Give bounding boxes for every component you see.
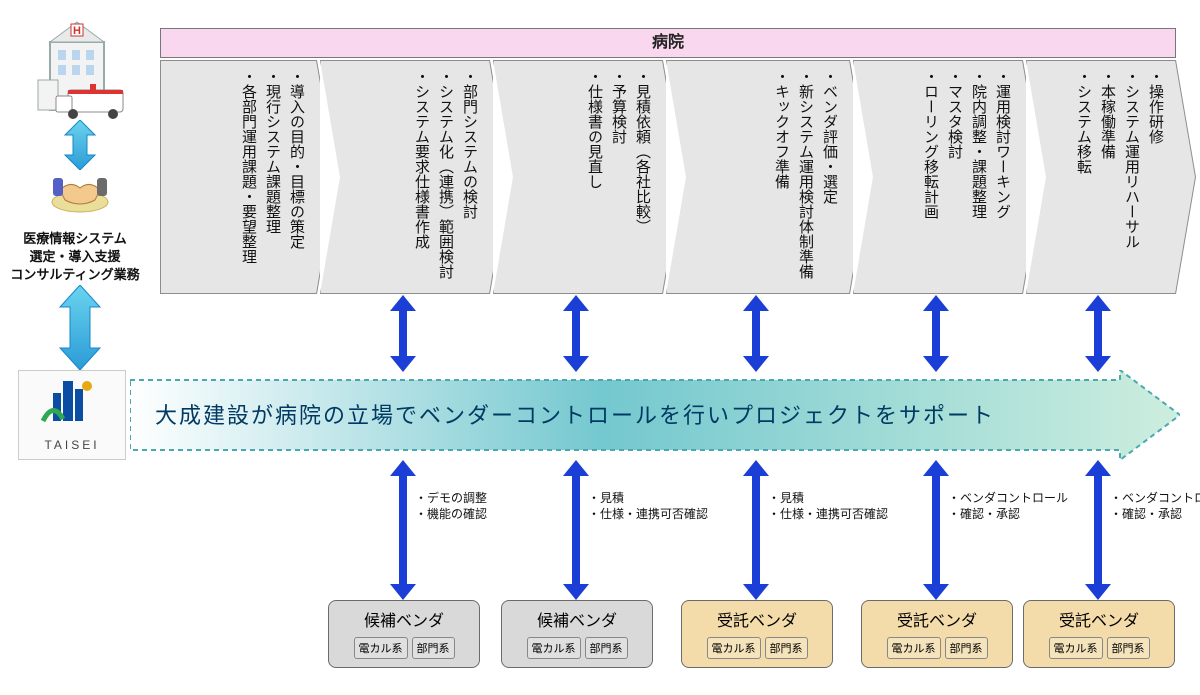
vendor-box-1: 候補ベンダ電カル系部門系 (328, 600, 480, 668)
step-6-item-4: システム移転 (1073, 69, 1093, 249)
vendor-box-5: 受託ベンダ電カル系部門系 (1023, 600, 1175, 668)
vendor-5-sub-1: 電カル系 (1049, 637, 1103, 659)
vendor-title-5: 受託ベンダ (1024, 601, 1174, 637)
arrow-step-to-support-5 (1094, 310, 1102, 357)
arrow-step-to-support-2 (572, 310, 580, 357)
vendor-1-sub-2: 部門系 (412, 637, 455, 659)
arrow-step-to-support-3 (752, 310, 760, 357)
vendor-annotation-2: ・見積・仕様・連携可否確認 (588, 490, 708, 522)
vendor-title-2: 候補ベンダ (502, 601, 652, 637)
link-arrow-bottom (48, 285, 112, 370)
step-6-item-3: 本稼働準備 (1097, 69, 1117, 249)
vendor-annotation-2-l2: ・仕様・連携可否確認 (588, 506, 708, 522)
vendor-box-2: 候補ベンダ電カル系部門系 (501, 600, 653, 668)
vendor-annotation-3-l1: ・見積 (768, 490, 888, 506)
arrow-support-to-vendor-2 (572, 475, 580, 585)
vendor-annotation-1: ・デモの調整・機能の確認 (415, 490, 487, 522)
vendor-title-1: 候補ベンダ (329, 601, 479, 637)
arrow-support-to-vendor-3 (752, 475, 760, 585)
vendor-annotation-4-l2: ・確認・承認 (948, 506, 1068, 522)
vendor-2-sub-2: 部門系 (585, 637, 628, 659)
arrow-step-to-support-1 (399, 310, 407, 357)
service-label-l2: 選定・導入支援 (0, 248, 150, 266)
vendor-box-4: 受託ベンダ電カル系部門系 (861, 600, 1013, 668)
arrow-support-to-vendor-5 (1094, 475, 1102, 585)
vendor-annotation-3-l2: ・仕様・連携可否確認 (768, 506, 888, 522)
vendor-2-sub-1: 電カル系 (527, 637, 581, 659)
service-label: 医療情報システム 選定・導入支援 コンサルティング業務 (0, 230, 150, 284)
vendor-annotation-4-l1: ・ベンダコントロール (948, 490, 1068, 506)
vendor-4-sub-1: 電カル系 (887, 637, 941, 659)
arrow-step-to-support-4 (932, 310, 940, 357)
process-step-6: 操作研修システム運用リハーサル本稼働準備システム移転 (1026, 60, 1176, 294)
vendor-annotation-1-l2: ・機能の確認 (415, 506, 487, 522)
svg-text:H: H (73, 25, 81, 37)
vendor-annotation-1-l1: ・デモの調整 (415, 490, 487, 506)
vendor-title-3: 受託ベンダ (682, 601, 832, 637)
hospital-header: 病院 (160, 28, 1176, 58)
vendor-5-sub-2: 部門系 (1107, 637, 1150, 659)
service-label-l1: 医療情報システム (0, 230, 150, 248)
vendor-annotation-4: ・ベンダコントロール・確認・承認 (948, 490, 1068, 522)
vendor-box-3: 受託ベンダ電カル系部門系 (681, 600, 833, 668)
vendor-annotation-3: ・見積・仕様・連携可否確認 (768, 490, 888, 522)
handshake-icon (45, 160, 115, 215)
vendor-annotation-2-l1: ・見積 (588, 490, 708, 506)
taisei-logo-box: TAISEI (18, 370, 126, 460)
vendor-title-4: 受託ベンダ (862, 601, 1012, 637)
vendor-annotation-5-l2: ・確認・承認 (1110, 506, 1200, 522)
support-arrow-text: 大成建設が病院の立場でベンダーコントロールを行いプロジェクトをサポート (155, 398, 995, 430)
vendor-4-sub-2: 部門系 (945, 637, 988, 659)
hospital-icon: H (18, 20, 138, 130)
step-6-item-2: システム運用リハーサル (1121, 69, 1141, 249)
vendor-3-sub-1: 電カル系 (707, 637, 761, 659)
vendor-1-sub-1: 電カル系 (354, 637, 408, 659)
service-label-l3: コンサルティング業務 (0, 266, 150, 284)
arrow-support-to-vendor-4 (932, 475, 940, 585)
vendor-annotation-5-l1: ・ベンダコントロール (1110, 490, 1200, 506)
vendor-annotation-5: ・ベンダコントロール・確認・承認 (1110, 490, 1200, 522)
arrow-support-to-vendor-1 (399, 475, 407, 585)
vendor-3-sub-2: 部門系 (765, 637, 808, 659)
taisei-label: TAISEI (19, 438, 125, 452)
step-6-item-1: 操作研修 (1145, 69, 1165, 249)
